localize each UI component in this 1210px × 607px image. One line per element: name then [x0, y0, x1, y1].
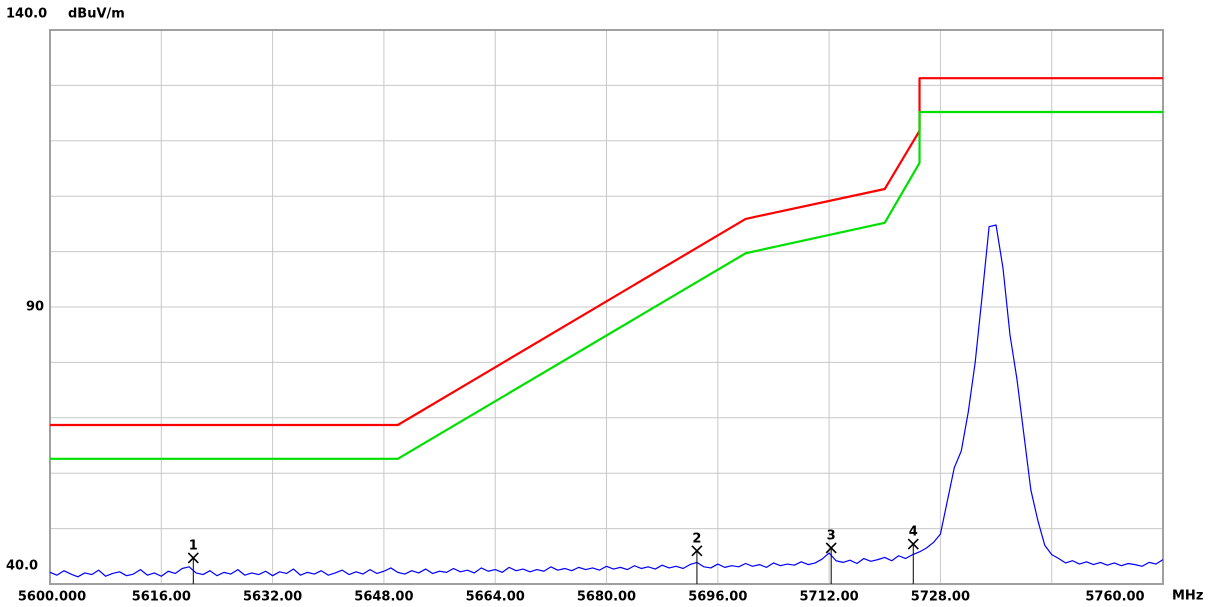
marker: [907, 538, 919, 550]
y-tick-label: 40.0: [6, 559, 38, 574]
x-tick-label: 5696.00: [688, 590, 747, 605]
x-unit: MHz: [1172, 589, 1203, 604]
x-tick-label: 5664.00: [466, 590, 525, 605]
y-tick-label: 90: [26, 300, 44, 315]
x-tick-label: 5712.00: [799, 590, 858, 605]
marker-label: 1: [189, 538, 198, 553]
x-tick-label: 5616.00: [132, 590, 191, 605]
marker-label: 2: [692, 531, 701, 546]
y-tick-label: 140.0: [6, 7, 47, 22]
x-tick-label: 5760.00: [1085, 590, 1144, 605]
marker: [825, 542, 837, 554]
series-line: [49, 224, 1164, 578]
x-tick-label: 5680.00: [577, 590, 636, 605]
x-tick-label: 5632.00: [243, 590, 302, 605]
marker-label: 3: [827, 528, 836, 543]
x-tick-label: 5728.00: [911, 590, 970, 605]
x-tick-label: 5600.000: [18, 590, 86, 605]
marker: [691, 545, 703, 557]
series-line: [50, 110, 1163, 460]
grid: [50, 30, 1163, 584]
series-line: [50, 77, 1163, 427]
marker-label: 4: [909, 525, 918, 540]
y-unit: dBuV/m: [68, 7, 125, 22]
marker: [187, 552, 199, 564]
plot-frame: [49, 29, 1164, 585]
x-tick-label: 5648.00: [354, 590, 413, 605]
